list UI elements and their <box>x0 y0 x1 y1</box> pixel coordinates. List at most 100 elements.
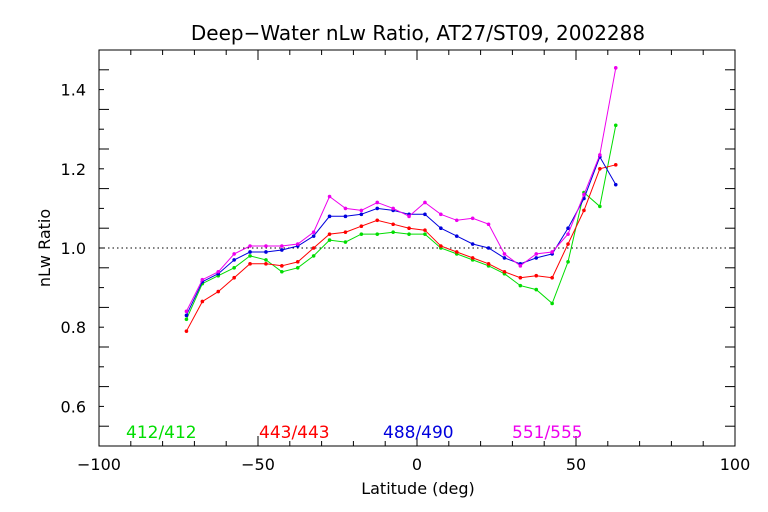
data-point <box>391 206 395 211</box>
data-point <box>502 269 507 274</box>
series-line <box>185 164 616 332</box>
data-point <box>582 192 586 197</box>
data-point <box>184 309 189 314</box>
y-tick-label: 1.4 <box>61 81 86 100</box>
data-point <box>327 232 332 236</box>
data-point <box>232 258 236 262</box>
data-point <box>598 153 602 157</box>
y-tick-label: 0.8 <box>61 318 86 337</box>
data-point <box>311 230 316 234</box>
data-point <box>423 232 427 236</box>
data-point <box>343 206 348 211</box>
series-488-490 <box>184 155 618 318</box>
data-point <box>200 299 205 304</box>
data-point <box>534 273 539 278</box>
data-point <box>232 266 236 270</box>
data-point <box>598 167 602 171</box>
data-point <box>582 208 586 213</box>
data-point <box>280 248 284 252</box>
data-point <box>439 244 443 248</box>
x-axis: −100 −50 0 50 100 <box>77 50 750 474</box>
data-point <box>486 262 491 266</box>
series-line <box>185 125 617 320</box>
data-point <box>184 317 189 322</box>
data-point <box>248 254 252 258</box>
data-point <box>566 242 570 246</box>
series-line <box>185 155 617 316</box>
data-point <box>439 212 443 217</box>
data-point <box>200 277 205 282</box>
data-point <box>454 218 459 223</box>
y-tick-label: 1.2 <box>61 160 86 179</box>
data-point <box>407 214 411 219</box>
data-point <box>423 212 427 217</box>
data-point <box>518 275 523 280</box>
data-point <box>486 246 491 250</box>
data-point <box>359 208 364 213</box>
data-point <box>598 204 602 209</box>
y-axis-label: nLw Ratio <box>35 209 54 287</box>
data-point <box>470 256 475 260</box>
legend: 412/412 443/443 488/490 551/555 <box>126 423 583 443</box>
data-point <box>295 266 300 270</box>
data-point <box>566 232 570 236</box>
data-point <box>534 287 539 292</box>
series-line <box>185 67 617 312</box>
data-point <box>343 230 348 234</box>
data-point <box>216 269 221 274</box>
data-point <box>216 289 221 294</box>
data-point <box>343 214 348 219</box>
x-tick-label: −50 <box>241 455 275 474</box>
data-point <box>311 246 316 250</box>
data-point <box>264 244 268 248</box>
legend-entry: 551/555 <box>512 423 583 443</box>
x-axis-label: Latitude (deg) <box>361 479 475 498</box>
series-layer <box>184 66 618 333</box>
series-412-412 <box>184 123 618 322</box>
data-point <box>264 262 268 266</box>
data-point <box>280 264 284 268</box>
legend-entry: 488/490 <box>383 423 454 443</box>
data-point <box>550 301 554 306</box>
data-point <box>280 269 284 274</box>
data-point <box>518 264 523 268</box>
data-point <box>248 244 252 248</box>
data-point <box>407 226 411 230</box>
data-point <box>470 242 475 246</box>
x-tick-label: 0 <box>412 455 422 474</box>
data-point <box>502 256 507 260</box>
legend-entry: 412/412 <box>126 423 197 443</box>
data-point <box>264 250 268 254</box>
data-point <box>311 234 316 238</box>
data-point <box>613 163 618 167</box>
data-point <box>375 200 380 205</box>
data-point <box>439 226 443 230</box>
data-point <box>566 226 570 230</box>
data-point <box>232 252 236 256</box>
data-point <box>486 222 491 227</box>
data-point <box>407 232 411 236</box>
data-point <box>375 218 380 223</box>
data-point <box>311 254 316 258</box>
data-point <box>534 256 539 260</box>
data-point <box>184 313 189 318</box>
data-point <box>184 329 189 333</box>
data-point <box>391 230 395 234</box>
data-point <box>359 212 364 217</box>
y-axis: 0.6 0.8 1.0 1.2 1.4 <box>61 49 735 447</box>
data-point <box>502 252 507 256</box>
x-tick-label: 50 <box>566 455 586 474</box>
data-point <box>423 228 427 232</box>
data-point <box>327 238 332 242</box>
data-point <box>359 224 364 229</box>
data-point <box>327 214 332 219</box>
data-point <box>613 182 618 187</box>
data-point <box>454 234 459 238</box>
y-tick-label: 0.6 <box>61 397 86 416</box>
data-point <box>248 250 252 254</box>
x-tick-label: 100 <box>720 455 751 474</box>
data-point <box>248 262 252 266</box>
data-point <box>359 232 364 236</box>
series-551-555 <box>184 66 618 314</box>
